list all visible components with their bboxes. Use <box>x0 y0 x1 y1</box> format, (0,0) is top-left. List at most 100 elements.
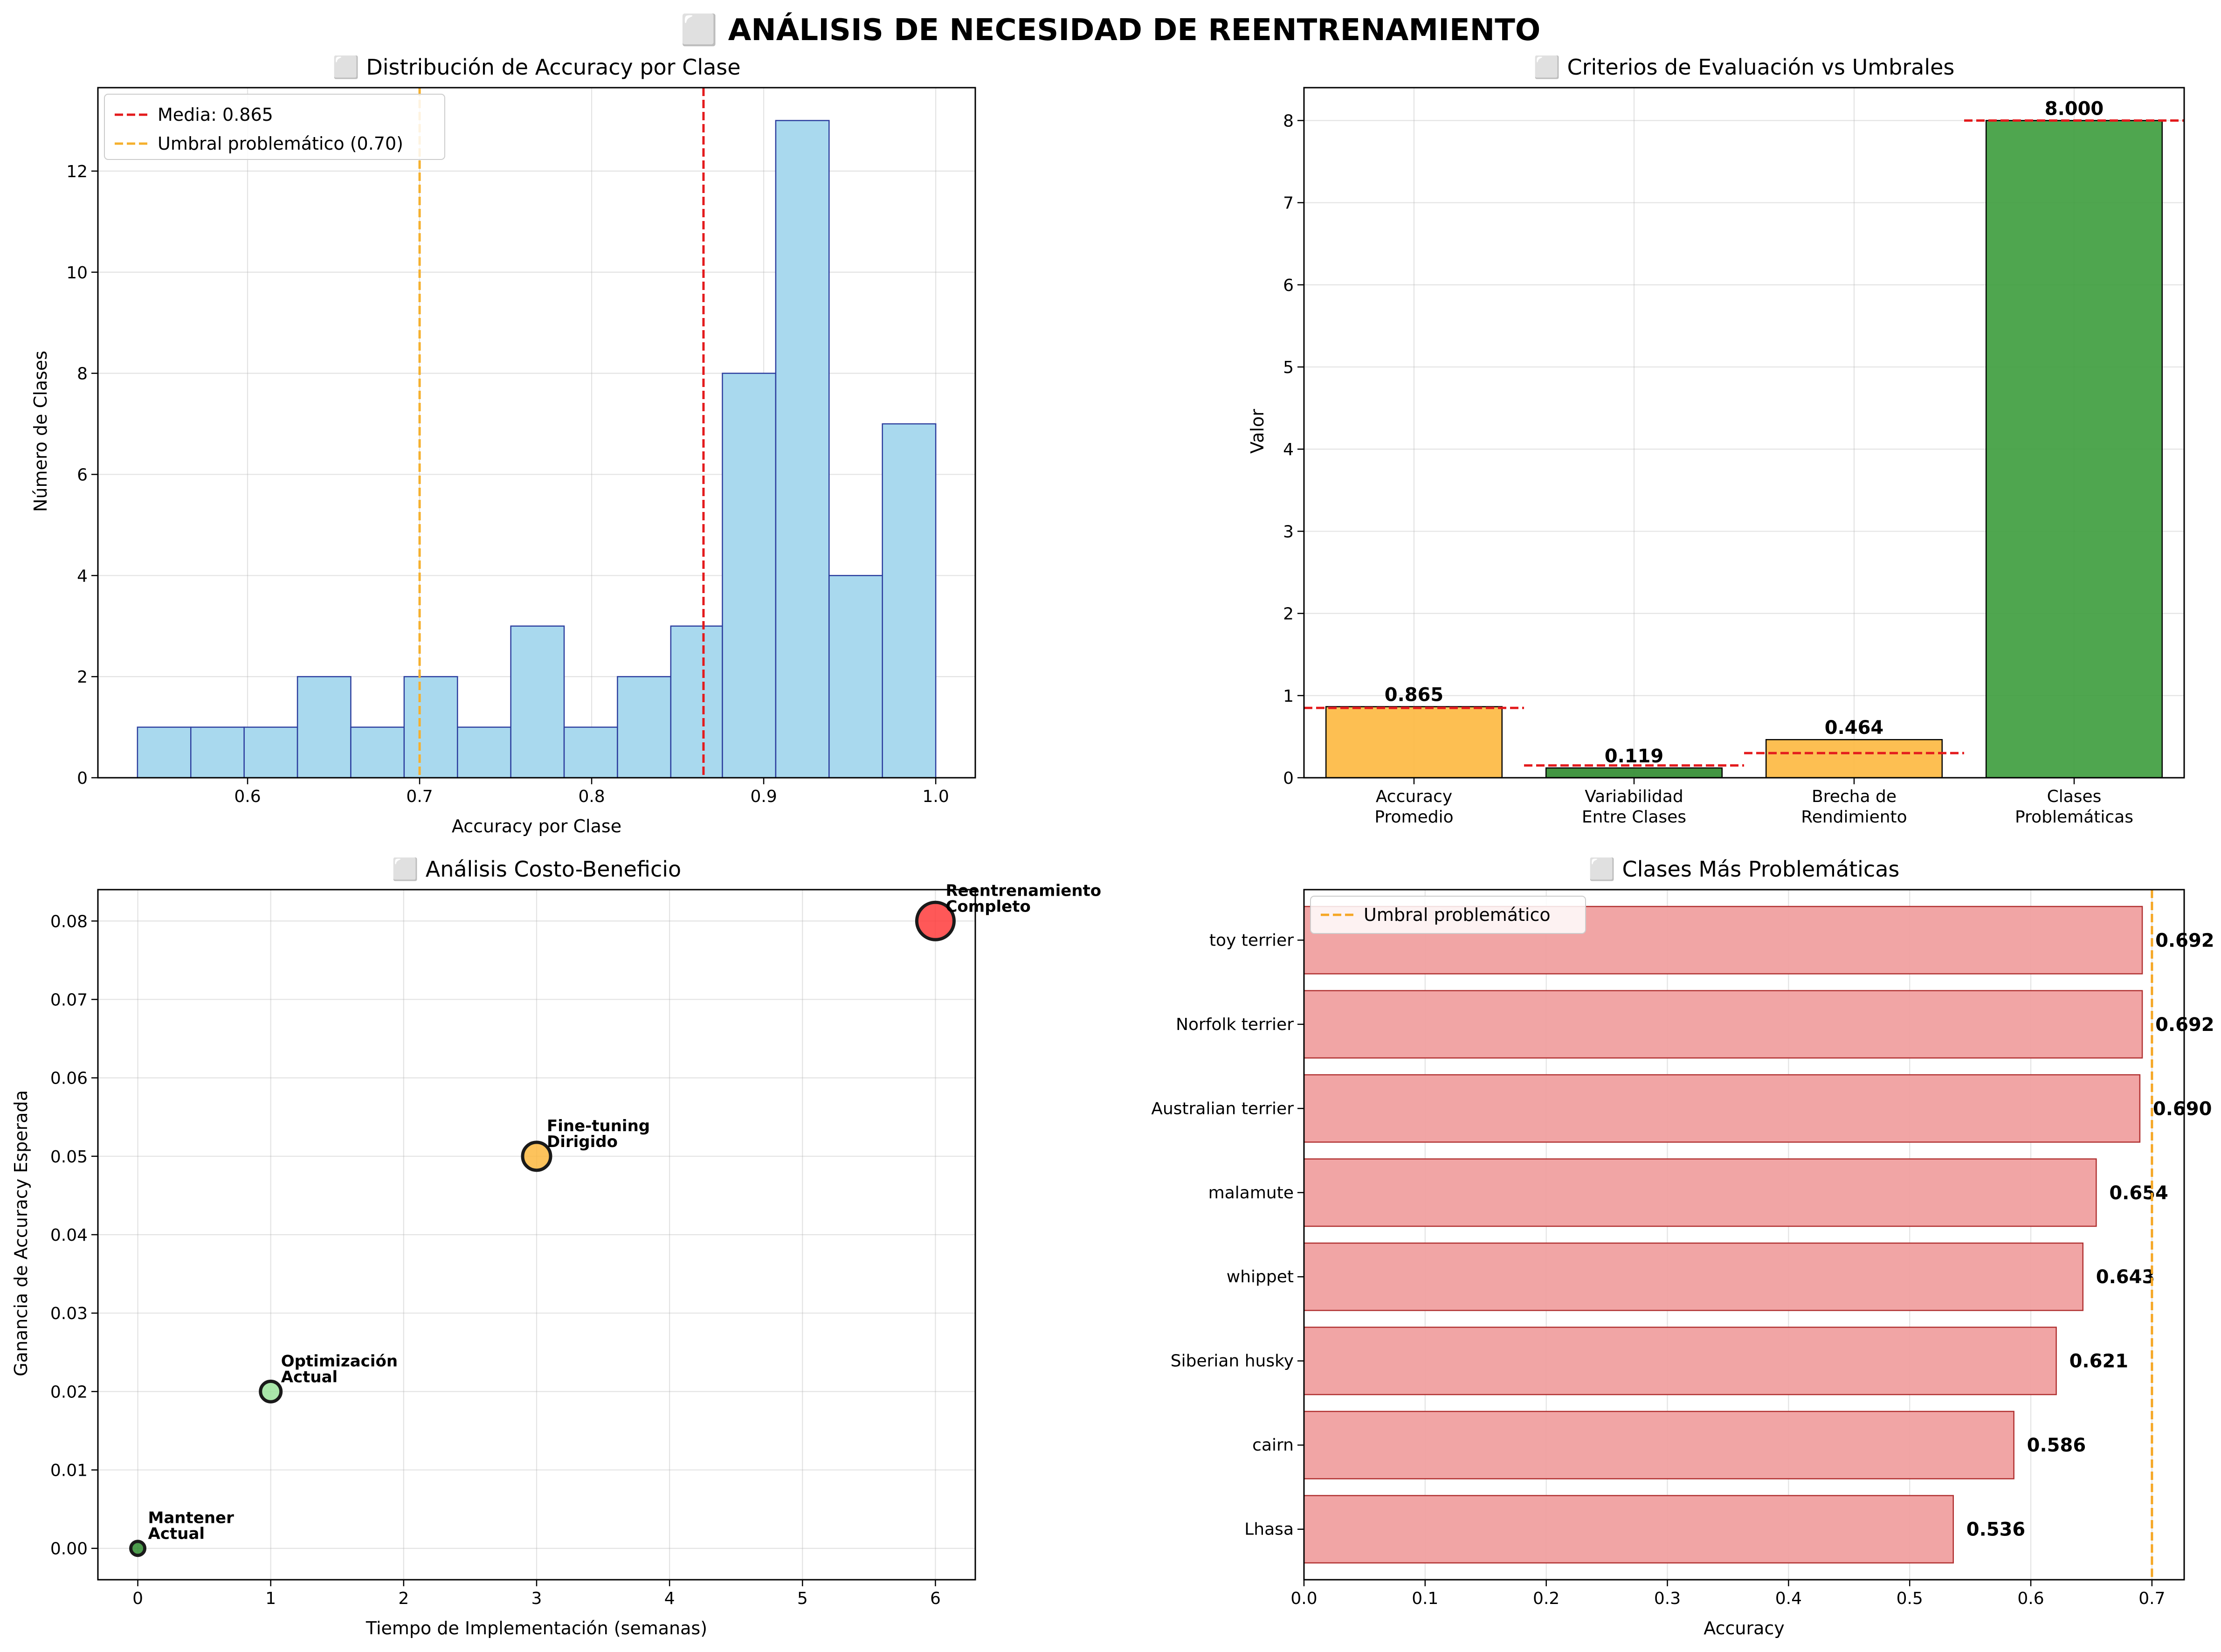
y-tick-label: Siberian husky <box>1171 1352 1294 1371</box>
scatter-point <box>259 1379 283 1403</box>
scatter-point <box>521 1141 552 1172</box>
x-tick-label: 0.1 <box>1412 1589 1438 1608</box>
histogram-x-label: Accuracy por Clase <box>452 816 621 836</box>
point-annotation: Reentrenamiento <box>945 881 1101 900</box>
criteria-bar <box>1985 120 2163 779</box>
problem-classes-title: ⬜ Clases Más Problemáticas <box>1589 857 1900 882</box>
histogram-bar <box>670 625 723 779</box>
y-tick-label: 2 <box>77 668 88 687</box>
legend-box <box>1310 896 1586 934</box>
histogram-bar <box>190 726 245 779</box>
point-annotation: Actual <box>148 1525 205 1543</box>
x-tick-label: Variabilidad <box>1585 787 1683 806</box>
y-tick-label: 4 <box>1283 440 1294 459</box>
problem-classes-x-label: Accuracy <box>1704 1618 1785 1638</box>
bar-value-label: 0.464 <box>1825 717 1884 739</box>
bar-value-label: 0.119 <box>1605 746 1664 767</box>
y-tick-label: 8 <box>1283 111 1294 131</box>
y-tick-label: 0.01 <box>50 1461 88 1480</box>
y-tick-label: 1 <box>1283 687 1294 706</box>
histogram-bar <box>510 625 565 779</box>
criteria-y-label: Valor <box>1247 409 1268 454</box>
axes-frame <box>1303 889 2185 1581</box>
cost-benefit-x-label: Tiempo de Implementación (semanas) <box>366 1618 707 1638</box>
histogram-bar <box>457 726 511 779</box>
legend-label: Umbral problemático (0.70) <box>158 133 403 154</box>
problem-class-bar <box>1303 1327 2057 1396</box>
histogram-bar <box>563 726 618 779</box>
x-tick-label: Clases <box>2047 787 2102 806</box>
legend-label: Umbral problemático <box>1364 905 1551 925</box>
x-tick-label: 0.6 <box>234 787 261 806</box>
histogram-bar <box>137 726 192 779</box>
y-tick-label: 4 <box>77 567 88 586</box>
y-tick-label: 5 <box>1283 358 1294 377</box>
point-annotation: Fine-tuning <box>547 1117 650 1135</box>
x-tick-label: 0.8 <box>578 787 605 806</box>
x-tick-label: 3 <box>531 1589 542 1608</box>
problem-classes-panel: ⬜ Clases Más Problemáticas Accuracy 0.69… <box>1151 857 2214 1638</box>
scatter-point <box>129 1540 147 1557</box>
criteria-title: ⬜ Criterios de Evaluación vs Umbrales <box>1534 55 1955 80</box>
y-tick-label: 0.03 <box>50 1304 88 1323</box>
point-annotation: Completo <box>945 897 1030 916</box>
y-tick-label: malamute <box>1208 1183 1294 1203</box>
bar-value-label: 0.865 <box>1385 684 1444 706</box>
x-tick-label: 4 <box>664 1589 675 1608</box>
bar-value-label: 0.654 <box>2109 1182 2168 1204</box>
x-tick-label: Problemáticas <box>2015 808 2133 827</box>
x-tick-label: Accuracy <box>1376 787 1452 806</box>
y-tick-label: 0.04 <box>50 1226 88 1245</box>
y-tick-label: 8 <box>77 365 88 384</box>
axes-frame <box>97 87 976 779</box>
x-tick-label: Entre Clases <box>1582 808 1686 827</box>
histogram-bar <box>403 676 458 779</box>
criteria-bar <box>1545 767 1723 779</box>
problem-class-bar <box>1303 1242 2084 1311</box>
scatter-point <box>915 900 956 941</box>
criteria-panel: ⬜ Criterios de Evaluación vs Umbrales Va… <box>1247 55 2185 827</box>
y-tick-label: 6 <box>77 465 88 484</box>
histogram-y-label: Número de Clases <box>30 351 51 512</box>
criteria-bar <box>1325 706 1503 779</box>
x-tick-label: 0.6 <box>2017 1589 2044 1608</box>
y-tick-label: Australian terrier <box>1151 1099 1294 1118</box>
x-tick-label: 0 <box>132 1589 143 1608</box>
x-tick-label: 0.3 <box>1654 1589 1681 1608</box>
x-tick-label: Brecha de <box>1812 787 1897 806</box>
y-tick-label: 0.00 <box>50 1540 88 1559</box>
problem-class-bar <box>1303 1074 2141 1143</box>
x-tick-label: 0.7 <box>406 787 433 806</box>
x-tick-label: 0.5 <box>1897 1589 1923 1608</box>
problem-class-bar <box>1303 990 2143 1059</box>
point-annotation: Optimización <box>281 1352 398 1370</box>
problem-class-bar <box>1303 1495 1954 1564</box>
x-tick-label: 0.0 <box>1290 1589 1317 1608</box>
y-tick-label: 0.02 <box>50 1382 88 1402</box>
histogram-legend: Media: 0.865 Umbral problemático (0.70) <box>104 94 445 160</box>
cost-benefit-panel: ⬜ Análisis Costo-Beneficio Tiempo de Imp… <box>11 857 1101 1638</box>
y-tick-label: 2 <box>1283 605 1294 624</box>
y-tick-label: Norfolk terrier <box>1176 1015 1294 1034</box>
histogram-bar <box>350 726 405 779</box>
legend-label: Media: 0.865 <box>158 104 273 125</box>
y-tick-label: 0 <box>1283 769 1294 788</box>
cost-benefit-title: ⬜ Análisis Costo-Beneficio <box>392 857 681 882</box>
legend-box <box>104 94 445 160</box>
histogram-bar <box>243 726 298 779</box>
y-tick-label: 0.06 <box>50 1069 88 1088</box>
bar-value-label: 0.643 <box>2096 1266 2155 1288</box>
figure-title: ⬜ ANÁLISIS DE NECESIDAD DE REENTRENAMIEN… <box>681 12 1541 48</box>
point-annotation: Dirigido <box>547 1133 618 1151</box>
histogram-panel: ⬜ Distribución de Accuracy por Clase Acc… <box>30 55 976 836</box>
problem-class-bar <box>1303 1158 2097 1227</box>
point-annotation: Mantener <box>148 1509 235 1528</box>
y-tick-label: 0.05 <box>50 1147 88 1167</box>
bar-value-label: 8.000 <box>2045 98 2104 119</box>
x-tick-label: 1.0 <box>922 787 949 806</box>
problem-class-bar <box>1303 905 2143 975</box>
y-tick-label: 10 <box>66 263 88 283</box>
histogram-bar <box>775 120 830 779</box>
point-annotation: Actual <box>281 1368 338 1386</box>
